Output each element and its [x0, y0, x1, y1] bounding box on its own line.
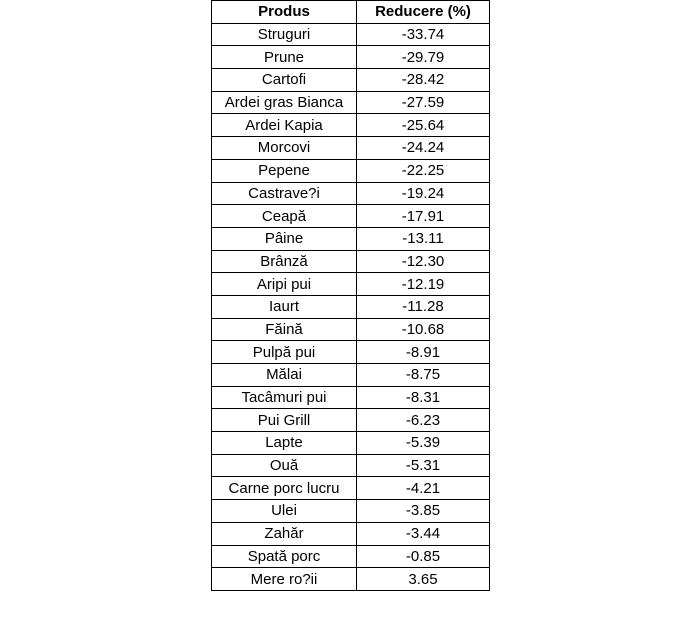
product-cell: Brânză [211, 249, 357, 274]
table-row: Ceapă -17.91 [211, 204, 490, 228]
discount-cell: -22.25 [356, 158, 490, 183]
table-row: Lapte -5.39 [211, 431, 490, 455]
discount-cell: -17.91 [356, 204, 490, 228]
table-row: Morcovi -24.24 [211, 136, 490, 160]
table-row: Tacâmuri pui -8.31 [211, 385, 490, 410]
discount-cell: -5.31 [356, 453, 490, 478]
discount-cell: -19.24 [356, 181, 490, 206]
table-row: Iaurt -11.28 [211, 294, 490, 319]
product-cell: Aripi pui [211, 272, 357, 296]
discount-cell: -12.19 [356, 272, 490, 296]
discount-cell: -4.21 [356, 476, 490, 501]
table-row: Ouă -5.31 [211, 453, 490, 478]
product-cell: Pulpă pui [211, 340, 357, 364]
product-cell: Mere ro?ii [211, 567, 357, 591]
product-cell: Pâine [211, 226, 357, 251]
table-row: Ardei gras Bianca -27.59 [211, 90, 490, 115]
discount-cell: -28.42 [356, 68, 490, 92]
discount-cell: -12.30 [356, 249, 490, 274]
discount-cell: -10.68 [356, 317, 490, 342]
table-row: Spată porc -0.85 [211, 544, 490, 569]
discount-cell: -13.11 [356, 226, 490, 251]
product-cell: Mălai [211, 363, 357, 387]
product-cell: Făină [211, 317, 357, 342]
discount-cell: -5.39 [356, 431, 490, 455]
discount-cell: -25.64 [356, 113, 490, 138]
discount-cell: -24.24 [356, 136, 490, 160]
product-cell: Ulei [211, 499, 357, 523]
discount-cell: -8.91 [356, 340, 490, 364]
table-row: Pepene -22.25 [211, 158, 490, 183]
product-cell: Pepene [211, 158, 357, 183]
product-cell: Castrave?i [211, 181, 357, 206]
table-row: Mălai -8.75 [211, 363, 490, 387]
product-cell: Cartofi [211, 68, 357, 92]
discount-cell: -8.75 [356, 363, 490, 387]
table-row: Zahăr -3.44 [211, 521, 490, 546]
product-cell: Iaurt [211, 294, 357, 319]
product-cell: Ardei Kapia [211, 113, 357, 138]
discount-cell: -33.74 [356, 22, 490, 47]
table-row: Pulpă pui -8.91 [211, 340, 490, 364]
table-row: Ardei Kapia -25.64 [211, 113, 490, 138]
discount-cell: -8.31 [356, 385, 490, 410]
product-cell: Spată porc [211, 544, 357, 569]
table-row: Aripi pui -12.19 [211, 272, 490, 296]
product-cell: Pui Grill [211, 408, 357, 433]
discount-cell: -3.85 [356, 499, 490, 523]
product-cell: Prune [211, 45, 357, 70]
table-row: Cartofi -28.42 [211, 68, 490, 92]
product-cell: Ardei gras Bianca [211, 90, 357, 115]
table-row: Mere ro?ii 3.65 [211, 567, 490, 591]
table-row: Carne porc lucru -4.21 [211, 476, 490, 501]
header-produs: Produs [211, 0, 357, 24]
discount-cell: -29.79 [356, 45, 490, 70]
header-reducere: Reducere (%) [356, 0, 490, 24]
table-row: Pâine -13.11 [211, 226, 490, 251]
discount-cell: -27.59 [356, 90, 490, 115]
header-row: Produs Reducere (%) [211, 0, 490, 24]
discount-cell: -6.23 [356, 408, 490, 433]
table-body: Struguri -33.74 Prune -29.79 Cartofi -28.42 Ar… [211, 22, 490, 591]
discount-cell: -11.28 [356, 294, 490, 319]
product-cell: Carne porc lucru [211, 476, 357, 501]
discount-cell: 3.65 [356, 567, 490, 591]
product-cell: Struguri [211, 22, 357, 47]
table-row: Prune -29.79 [211, 45, 490, 70]
discount-table: Produs Reducere (%) Struguri -33.74 Prune -… [211, 0, 490, 591]
table-row: Castrave?i -19.24 [211, 181, 490, 206]
table-row: Făină -10.68 [211, 317, 490, 342]
table-row: Ulei -3.85 [211, 499, 490, 523]
discount-cell: -3.44 [356, 521, 490, 546]
discount-cell: -0.85 [356, 544, 490, 569]
product-cell: Ouă [211, 453, 357, 478]
product-cell: Ceapă [211, 204, 357, 228]
product-cell: Zahăr [211, 521, 357, 546]
product-cell: Tacâmuri pui [211, 385, 357, 410]
table-row: Brânză -12.30 [211, 249, 490, 274]
product-cell: Morcovi [211, 136, 357, 160]
table-row: Struguri -33.74 [211, 22, 490, 47]
table-row: Pui Grill -6.23 [211, 408, 490, 433]
product-cell: Lapte [211, 431, 357, 455]
